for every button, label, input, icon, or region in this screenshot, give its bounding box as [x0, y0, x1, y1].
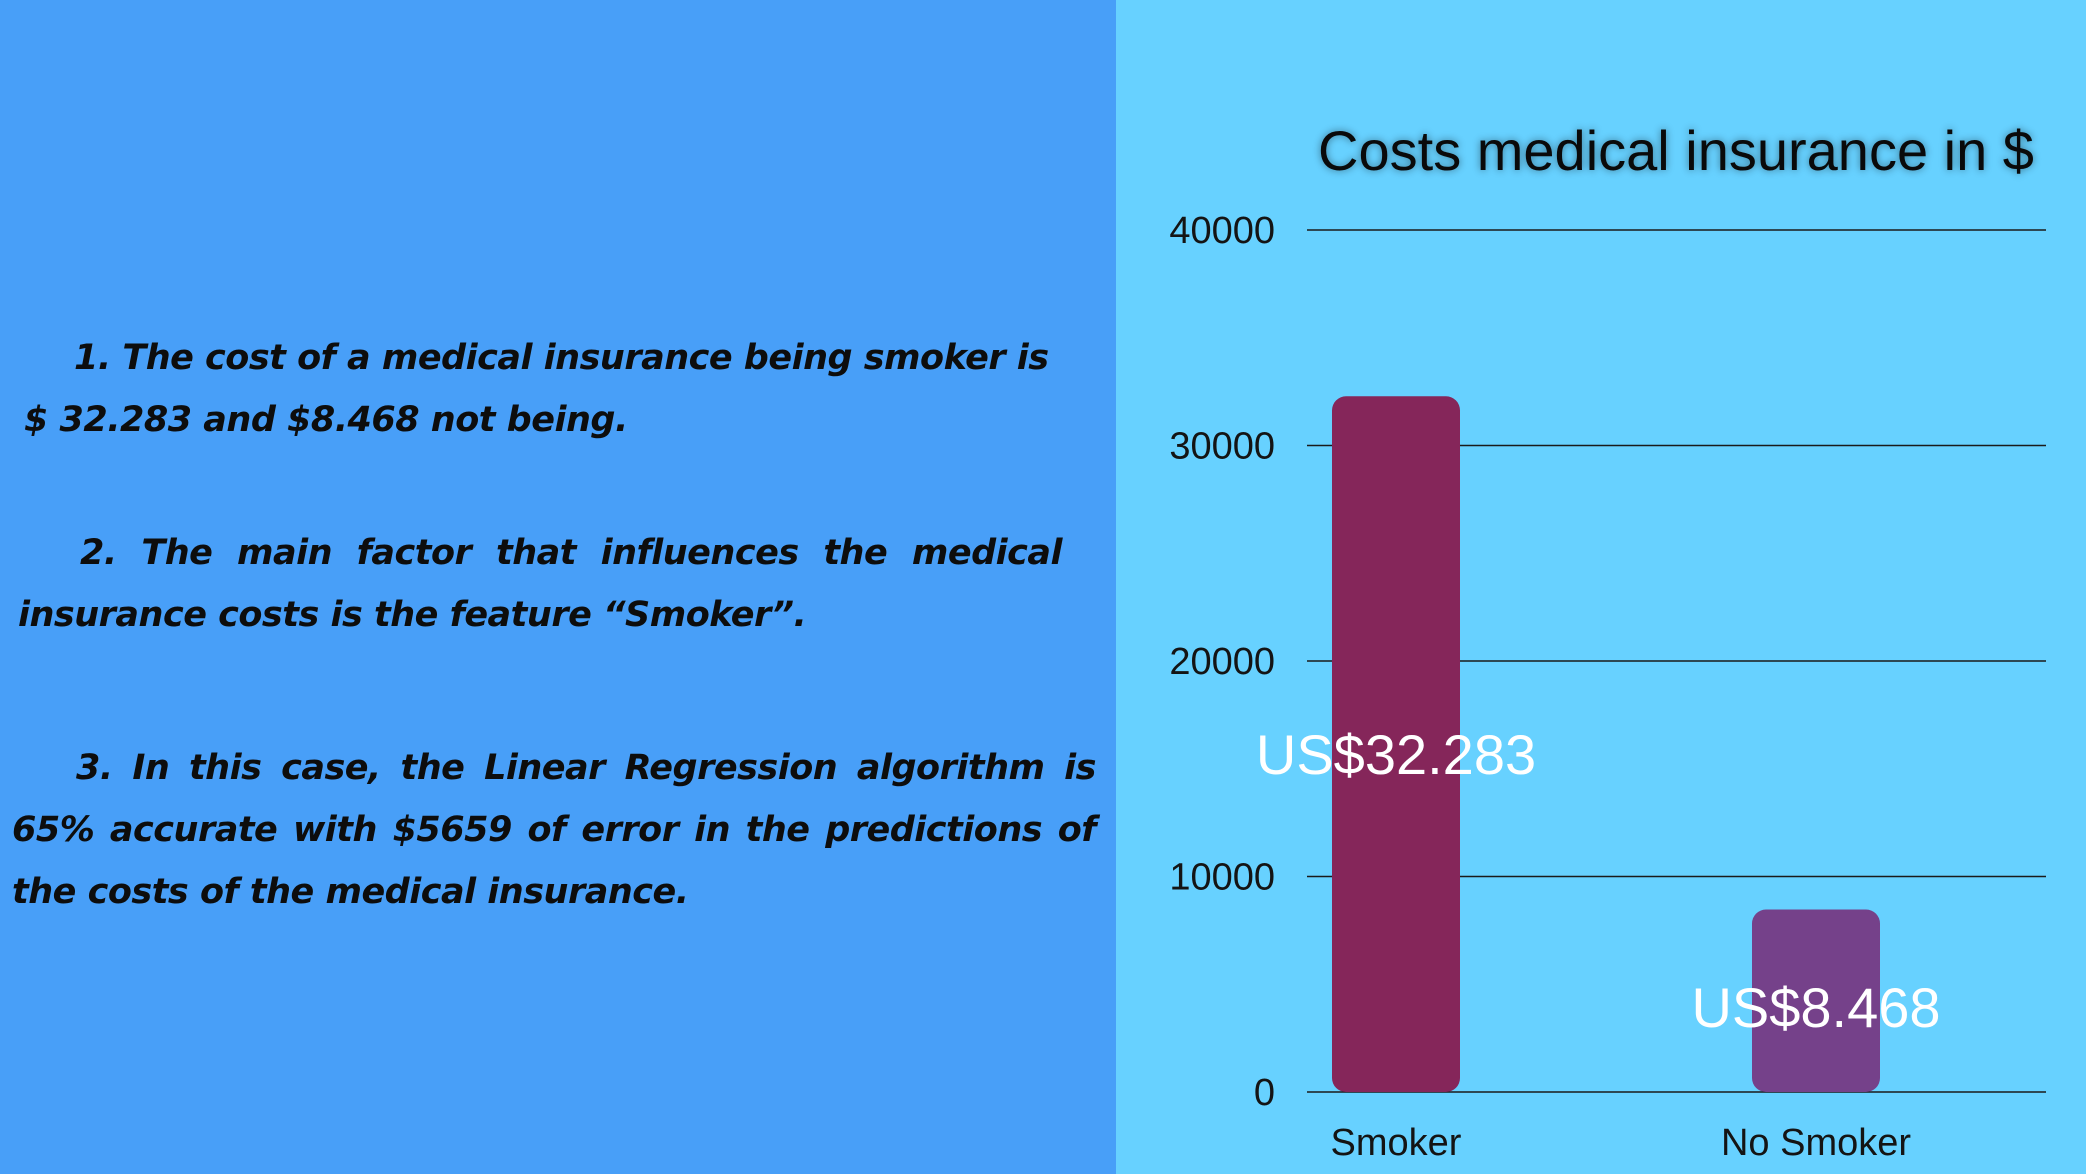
y-tick-label-30000: 30000 [1169, 426, 1275, 468]
y-axis-ticks: 0 10000 20000 30000 40000 [1169, 210, 1275, 1114]
finding-1-text: 1. The cost of a medical insurance being… [24, 338, 1049, 440]
bars [1332, 396, 1880, 1092]
y-tick-label-0: 0 [1254, 1072, 1275, 1114]
finding-3-text: 3. In this case, the Linear Regression a… [12, 748, 1097, 912]
data-labels: US$32.283 US$8.468 [1256, 723, 1941, 1039]
finding-2-text: 2. The main factor that influences the m… [18, 533, 1063, 635]
x-category-label-no-smoker: No Smoker [1721, 1122, 1911, 1164]
chart-panel [1116, 0, 2086, 1174]
y-tick-label-20000: 20000 [1169, 641, 1275, 683]
bar-smoker [1332, 396, 1460, 1092]
y-tick-label-10000: 10000 [1169, 857, 1275, 899]
y-tick-label-40000: 40000 [1169, 210, 1275, 252]
bar-no-smoker [1752, 909, 1880, 1092]
findings-panel: 1. The cost of a medical insurance being… [0, 0, 1116, 1174]
x-category-label-smoker: Smoker [1331, 1122, 1462, 1164]
x-axis-categories: Smoker No Smoker [1331, 1122, 1912, 1164]
data-label-no-smoker: US$8.468 [1691, 976, 1940, 1039]
chart-title: Costs medical insurance in $ [1318, 119, 2034, 182]
data-label-smoker: US$32.283 [1256, 723, 1536, 786]
